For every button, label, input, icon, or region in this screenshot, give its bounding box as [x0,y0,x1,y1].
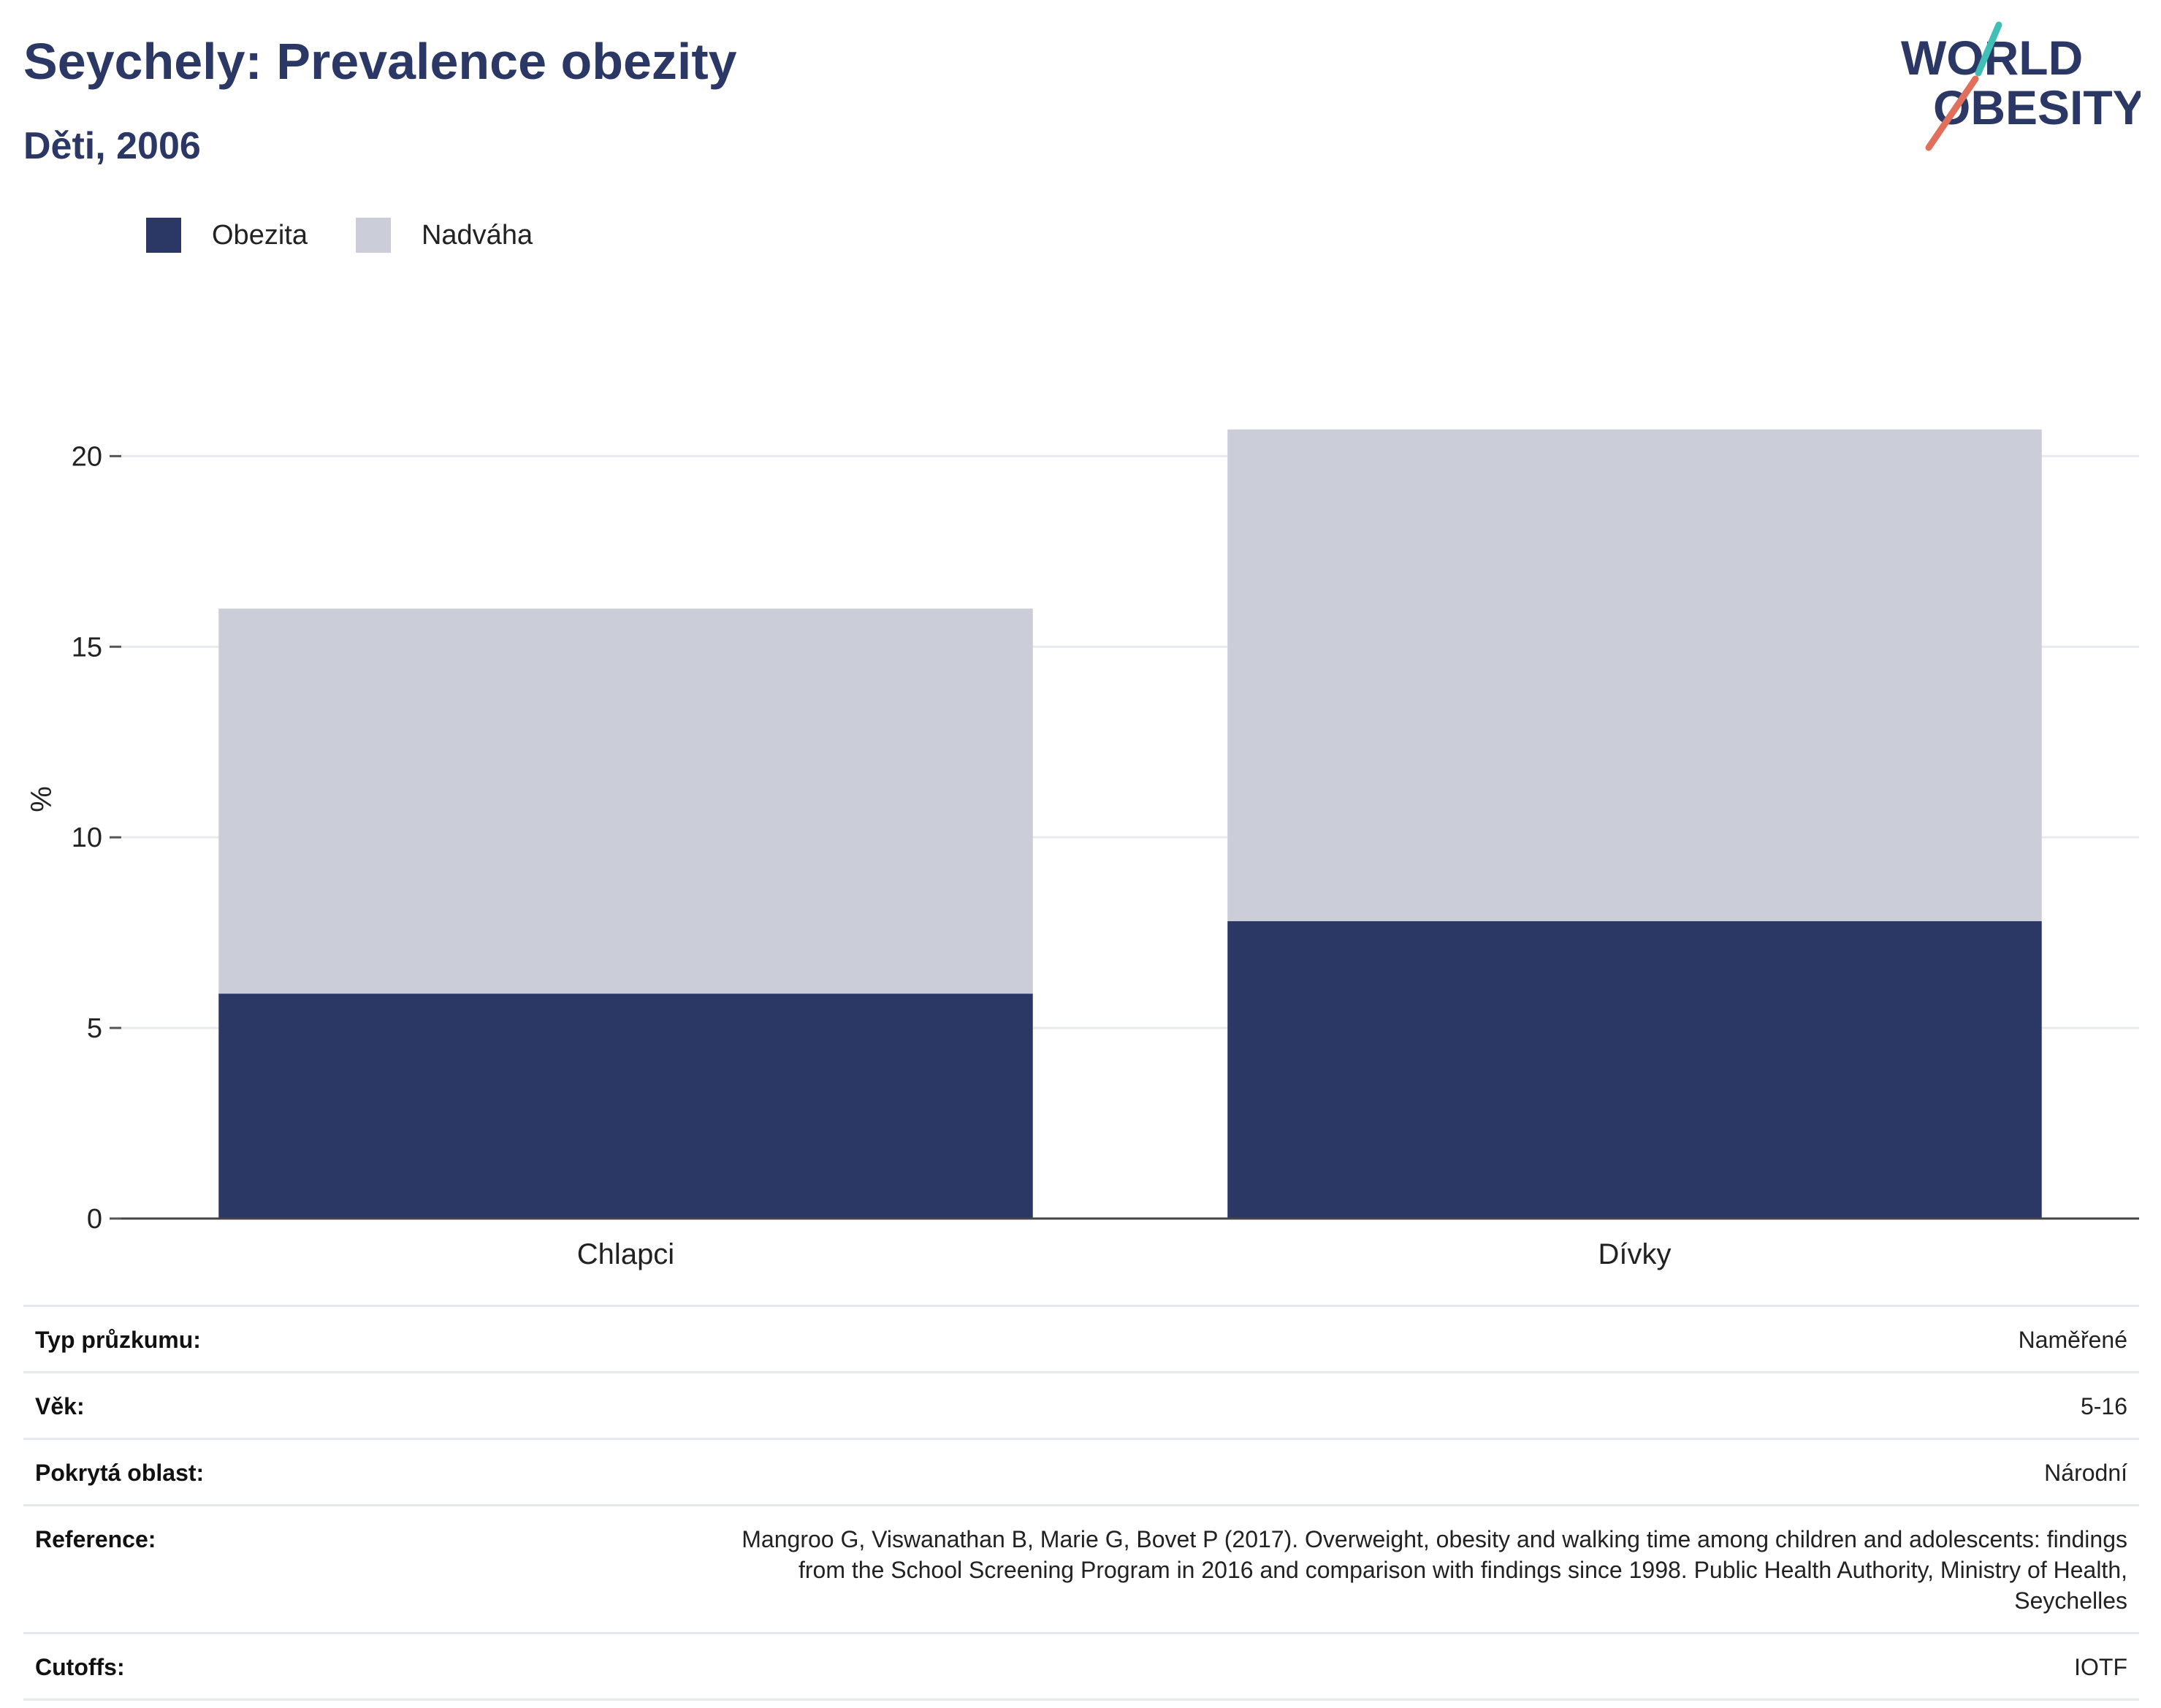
y-tick-label: 15 [72,632,102,663]
info-row-area: Pokrytá oblast: Národní [23,1438,2139,1506]
bar-chart: 0 5 10 15 20% Chlapci Dívky [26,429,2139,1270]
chart-legend: Obezita Nadváha [146,213,581,257]
bar-nadv-ha [1227,429,2042,921]
info-value: 5-16 [2080,1393,2127,1419]
info-value: IOTF [2074,1654,2127,1680]
info-key: Reference: [35,1526,156,1552]
world-obesity-logo: WORLD OBESITY [1901,21,2141,151]
y-axis-label: % [26,786,58,812]
logo-stroke-teal [1975,21,2002,77]
logo-stroke-coral [1925,75,1979,151]
info-value: Národní [2044,1460,2127,1486]
legend-item-obezita[interactable]: Obezita [146,218,308,253]
info-key: Cutoffs: [35,1654,125,1680]
bar-obezita [1227,920,2042,1219]
bar-obezita [218,994,1033,1219]
reference-line: Seychelles [2014,1587,2127,1614]
info-row-age: Věk: 5-16 [23,1372,2139,1439]
reference-line: from the School Screening Program in 201… [798,1557,2127,1583]
chart-subtitle: Děti, 2006 [23,125,201,167]
info-value: Naměřené [2018,1327,2127,1353]
y-tick-label: 5 [87,1013,102,1044]
info-row-survey-type: Typ průzkumu: Naměřené [23,1305,2139,1373]
chart-title: Seychely: Prevalence obezity [23,33,737,90]
info-row-reference: Reference: Mangroo G, Viswanathan B, Mar… [23,1505,2139,1633]
legend-item-nadvaha[interactable]: Nadváha [355,218,533,253]
x-tick-label: Dívky [1598,1238,1672,1270]
reference-line: Mangroo G, Viswanathan B, Marie G, Bovet… [742,1526,2127,1552]
bar-nadv-ha [218,609,1033,994]
logo-word-obesity: OBESITY [1933,80,2141,134]
info-key: Typ průzkumu: [35,1327,201,1353]
info-row-cutoffs: Cutoffs: IOTF [23,1633,2139,1700]
info-key: Věk: [35,1393,85,1419]
legend-swatch-obezita [146,218,181,253]
y-tick-label: 10 [72,823,102,853]
x-tick-label: Chlapci [577,1238,674,1270]
legend-label-nadvaha: Nadváha [421,219,533,251]
legend-swatch-nadvaha [355,218,391,253]
survey-info-table: Typ průzkumu: Naměřené Věk: 5-16 Pokrytá… [23,1305,2139,1701]
legend-label-obezita: Obezita [212,219,308,251]
y-tick-label: 20 [72,441,102,472]
info-key: Pokrytá oblast: [35,1460,205,1486]
y-tick-label: 0 [87,1204,102,1235]
info-value-reference: Mangroo G, Viswanathan B, Marie G, Bovet… [573,1506,2139,1633]
